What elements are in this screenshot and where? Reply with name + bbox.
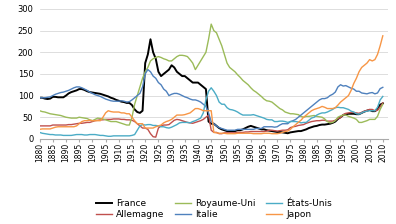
Royaume-Uni xyxy=(381,103,385,106)
États-Unis xyxy=(304,121,308,124)
Japon xyxy=(254,132,259,135)
Allemagne xyxy=(307,121,311,124)
Royaume-Uni xyxy=(217,38,221,41)
Japon xyxy=(235,132,240,135)
Line: France: France xyxy=(40,39,383,133)
Allemagne xyxy=(381,102,385,104)
Royaume-Uni xyxy=(124,124,129,126)
Allemagne xyxy=(37,125,42,127)
États-Unis xyxy=(69,134,74,137)
France xyxy=(381,102,385,105)
Line: États-Unis: États-Unis xyxy=(40,88,383,136)
États-Unis xyxy=(106,135,110,138)
France xyxy=(304,128,308,131)
Royaume-Uni xyxy=(175,55,179,58)
États-Unis xyxy=(37,131,42,134)
Italie xyxy=(37,96,42,99)
Allemagne xyxy=(254,130,259,133)
Line: Japon: Japon xyxy=(40,36,383,134)
États-Unis xyxy=(167,127,171,129)
Line: Allemagne: Allemagne xyxy=(40,103,383,137)
Royaume-Uni xyxy=(37,109,42,112)
États-Unis xyxy=(148,123,153,126)
Royaume-Uni xyxy=(148,60,153,62)
Allemagne xyxy=(98,118,103,121)
Italie xyxy=(148,70,153,73)
Royaume-Uni xyxy=(69,117,74,119)
Royaume-Uni xyxy=(304,115,308,118)
Japon xyxy=(50,127,55,129)
Italie xyxy=(69,88,74,90)
Italie xyxy=(304,109,308,112)
États-Unis xyxy=(209,86,213,89)
Allemagne xyxy=(235,131,240,134)
États-Unis xyxy=(175,123,179,126)
Italie xyxy=(381,86,385,89)
France xyxy=(214,125,219,127)
France xyxy=(37,96,42,99)
Italie xyxy=(214,125,219,127)
Japon xyxy=(37,128,42,131)
Allemagne xyxy=(153,136,158,138)
Japon xyxy=(293,123,298,126)
Royaume-Uni xyxy=(167,60,171,62)
Italie xyxy=(225,129,229,131)
Legend: France, Allemagne, Royaume-Uni, Italie, États-Unis, Japon: France, Allemagne, Royaume-Uni, Italie, … xyxy=(96,199,332,220)
Japon xyxy=(381,34,385,37)
France xyxy=(69,91,74,93)
Italie xyxy=(175,92,179,95)
Line: Italie: Italie xyxy=(40,70,383,130)
France xyxy=(175,70,179,73)
États-Unis xyxy=(381,95,385,98)
Allemagne xyxy=(293,125,298,128)
Japon xyxy=(307,112,311,114)
Italie xyxy=(145,68,150,71)
Line: Royaume-Uni: Royaume-Uni xyxy=(40,24,383,125)
Allemagne xyxy=(50,124,55,126)
France xyxy=(167,68,171,71)
Italie xyxy=(167,94,171,97)
Royaume-Uni xyxy=(209,23,213,26)
Japon xyxy=(98,119,103,122)
Japon xyxy=(225,132,229,135)
États-Unis xyxy=(217,101,221,103)
France xyxy=(286,132,290,135)
France xyxy=(145,53,150,56)
France xyxy=(148,38,153,41)
